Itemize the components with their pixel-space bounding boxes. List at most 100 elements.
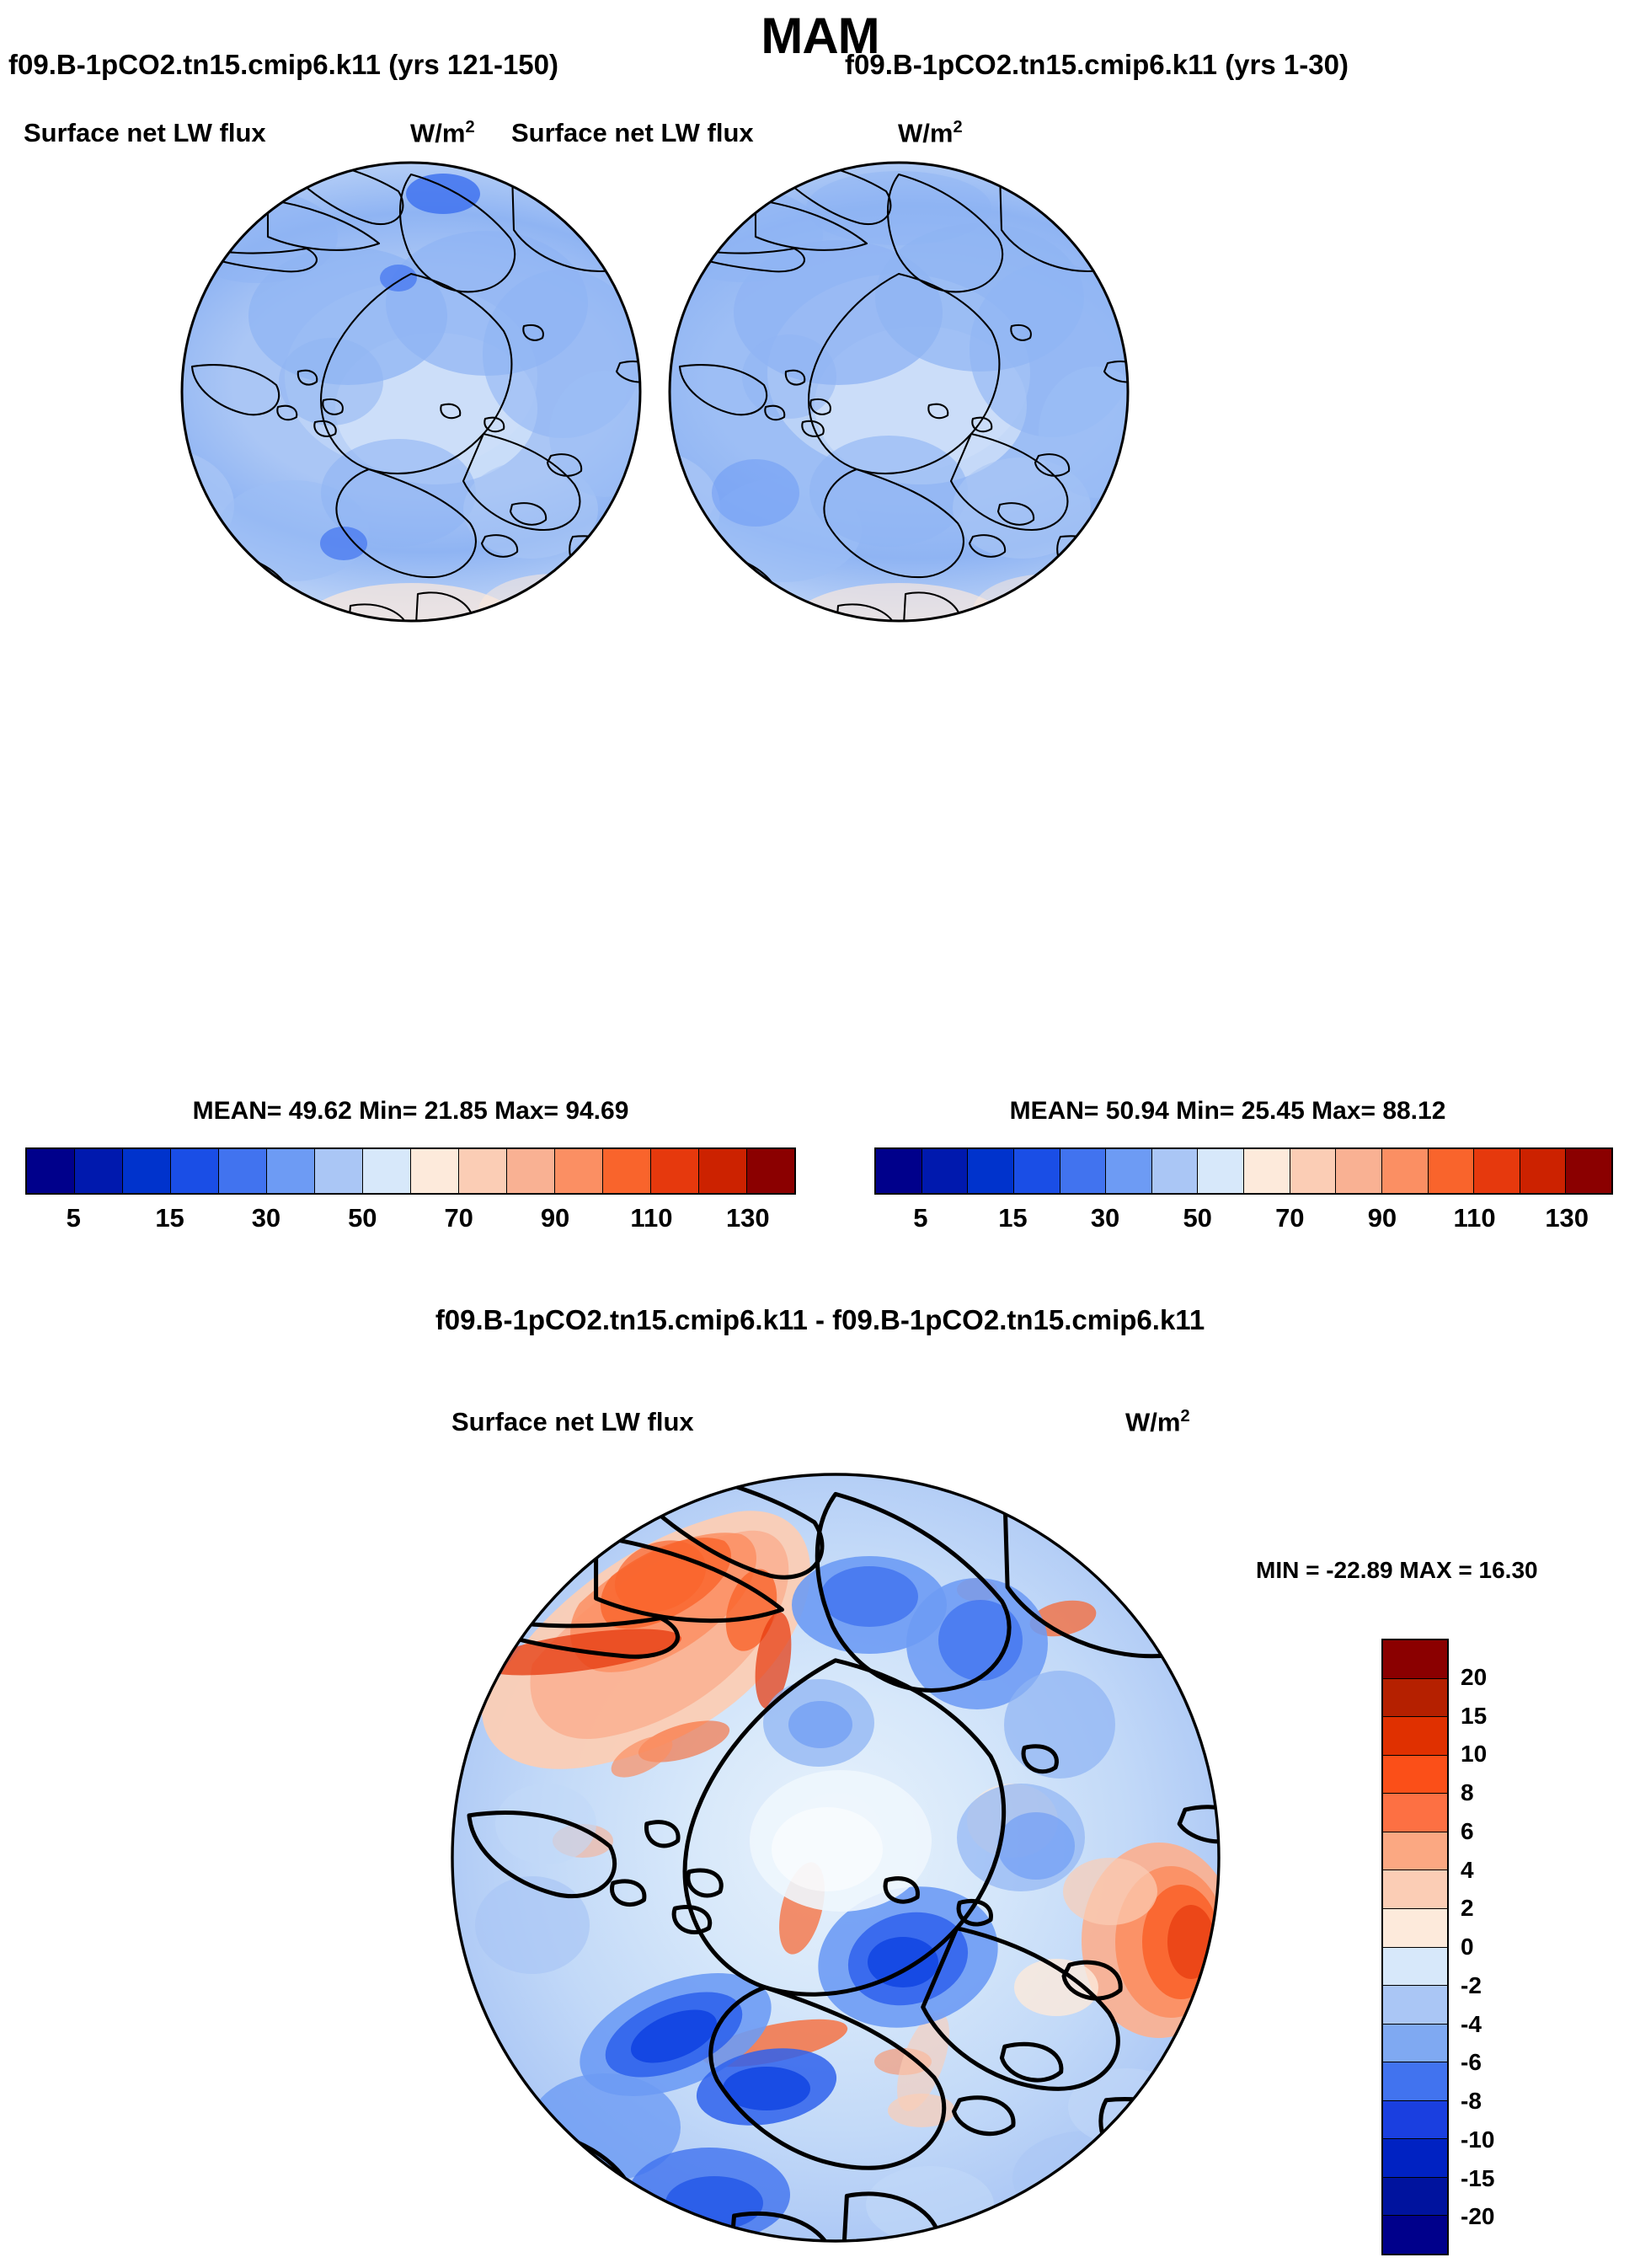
diff-colorbar-swatch bbox=[1383, 1870, 1447, 1909]
diff-colorbar-swatch bbox=[1383, 2100, 1447, 2140]
right-colorbar-swatch bbox=[1244, 1149, 1290, 1193]
diff-colorbar-tick-label: -2 bbox=[1461, 1971, 1482, 1998]
diff-colorbar-tick-label: 2 bbox=[1461, 1895, 1474, 1922]
diff-colorbar-tick-label: 20 bbox=[1461, 1663, 1488, 1690]
left-colorbar-swatch bbox=[459, 1149, 507, 1193]
left-colorbar-swatch bbox=[651, 1149, 699, 1193]
left-colorbar-swatch bbox=[507, 1149, 555, 1193]
diff-colorbar-ticks: 20 15 10 8 6 4 2 0 -2 -4 -6 -8 -10 -15 -20 bbox=[1461, 1639, 1562, 2255]
diff-colorbar-swatch bbox=[1383, 1986, 1447, 2025]
left-colorbar-tick-label: 30 bbox=[251, 1203, 281, 1233]
right-panel-stats: MEAN= 50.94 Min= 25.45 Max= 88.12 bbox=[1009, 1097, 1446, 1125]
diff-colorbar-swatch bbox=[1383, 1832, 1447, 1871]
left-colorbar-swatch bbox=[315, 1149, 363, 1193]
left-panel-case-title: f09.B-1pCO2.tn15.cmip6.k11 (yrs 121-150) bbox=[8, 49, 558, 80]
diff-colorbar[interactable] bbox=[1381, 1639, 1449, 2255]
left-colorbar-swatch bbox=[411, 1149, 459, 1193]
diff-colorbar-tick-label: 10 bbox=[1461, 1741, 1488, 1768]
diff-map-panel[interactable] bbox=[431, 1453, 1240, 2262]
right-colorbar-swatch bbox=[1106, 1149, 1152, 1193]
right-colorbar-swatch bbox=[1013, 1149, 1060, 1193]
right-colorbar-swatch bbox=[1381, 1149, 1429, 1193]
diff-colorbar-cells bbox=[1381, 1639, 1449, 2255]
left-colorbar-tick-label: 110 bbox=[630, 1203, 673, 1233]
diff-colorbar-tick-label: -4 bbox=[1461, 2010, 1482, 2037]
right-colorbar-tick-label: 130 bbox=[1545, 1203, 1589, 1233]
right-colorbar-swatch bbox=[1428, 1149, 1475, 1193]
left-colorbar-swatch bbox=[27, 1149, 75, 1193]
left-colorbar-tick-label: 50 bbox=[348, 1203, 377, 1233]
diff-panel-variable-label: Surface net LW flux bbox=[451, 1407, 694, 1436]
diff-colorbar-swatch bbox=[1383, 1755, 1447, 1795]
left-colorbar-tick-label: 130 bbox=[725, 1203, 770, 1233]
left-colorbar-swatch bbox=[123, 1149, 171, 1193]
right-colorbar-swatch bbox=[1060, 1149, 1107, 1193]
left-colorbar-swatch bbox=[219, 1149, 267, 1193]
left-colorbar-swatch bbox=[555, 1149, 603, 1193]
diff-colorbar-swatch bbox=[1383, 2216, 1447, 2254]
left-colorbar-tick-label: 5 bbox=[66, 1203, 81, 1233]
left-colorbar-swatch bbox=[747, 1149, 794, 1193]
right-colorbar-swatch bbox=[1151, 1149, 1199, 1193]
diff-colorbar-swatch bbox=[1383, 1678, 1447, 1718]
left-colorbar-swatch bbox=[171, 1149, 219, 1193]
right-colorbar-tick-label: 70 bbox=[1275, 1203, 1305, 1233]
diff-colorbar-swatch bbox=[1383, 2177, 1447, 2217]
right-colorbar-tick-label: 15 bbox=[998, 1203, 1028, 1233]
right-colorbar-swatch bbox=[968, 1149, 1014, 1193]
diff-colorbar-tick-label: -6 bbox=[1461, 2049, 1482, 2076]
right-units-exponent: 2 bbox=[953, 118, 963, 136]
figure-season-title: MAM bbox=[761, 8, 879, 64]
right-colorbar-swatch bbox=[1474, 1149, 1520, 1193]
right-colorbar-tick-label: 50 bbox=[1183, 1203, 1212, 1233]
diff-colorbar-tick-label: -20 bbox=[1461, 2203, 1495, 2230]
right-colorbar-swatch bbox=[1290, 1149, 1337, 1193]
left-colorbar-tick-label: 90 bbox=[540, 1203, 570, 1233]
right-colorbar-swatch bbox=[1566, 1149, 1611, 1193]
diff-panel-minmax: MIN = -22.89 MAX = 16.30 bbox=[1256, 1557, 1538, 1583]
diff-colorbar-tick-label: -15 bbox=[1461, 2164, 1495, 2191]
right-colorbar-tick-label: 5 bbox=[913, 1203, 928, 1233]
right-colorbar-cells bbox=[874, 1147, 1613, 1195]
diff-colorbar-tick-label: 4 bbox=[1461, 1856, 1474, 1883]
left-colorbar-tick-label: 15 bbox=[155, 1203, 184, 1233]
right-colorbar-tick-label: 90 bbox=[1367, 1203, 1397, 1233]
diff-panel-units-label: W/m2 bbox=[1125, 1407, 1190, 1437]
left-panel-stats: MEAN= 49.62 Min= 21.85 Max= 94.69 bbox=[192, 1097, 629, 1125]
diff-colorbar-tick-label: 8 bbox=[1461, 1779, 1474, 1805]
left-colorbar[interactable] bbox=[25, 1147, 796, 1195]
left-colorbar-tick-label: 70 bbox=[444, 1203, 473, 1233]
right-colorbar-tick-label: 30 bbox=[1090, 1203, 1120, 1233]
left-map-panel[interactable] bbox=[15, 156, 807, 628]
right-panel-variable-label: Surface net LW flux bbox=[511, 118, 754, 147]
right-colorbar[interactable] bbox=[874, 1147, 1613, 1195]
diff-colorbar-tick-label: -10 bbox=[1461, 2126, 1495, 2153]
diff-colorbar-swatch bbox=[1383, 2024, 1447, 2063]
diff-colorbar-swatch bbox=[1383, 1908, 1447, 1948]
left-units-text: W/m bbox=[410, 118, 466, 148]
left-units-exponent: 2 bbox=[465, 118, 475, 136]
left-colorbar-swatch bbox=[603, 1149, 651, 1193]
left-colorbar-cells bbox=[25, 1147, 796, 1195]
diff-colorbar-swatch bbox=[1383, 1794, 1447, 1832]
left-panel-variable-label: Surface net LW flux bbox=[24, 118, 266, 147]
left-colorbar-swatch bbox=[267, 1149, 315, 1193]
diff-colorbar-tick-label: -8 bbox=[1461, 2088, 1482, 2114]
diff-colorbar-tick-label: 6 bbox=[1461, 1817, 1474, 1844]
right-colorbar-swatch bbox=[876, 1149, 922, 1193]
right-map-panel[interactable] bbox=[503, 156, 1295, 628]
right-colorbar-swatch bbox=[1198, 1149, 1244, 1193]
left-colorbar-swatch bbox=[363, 1149, 411, 1193]
right-panel-units-label: W/m2 bbox=[898, 118, 963, 148]
right-colorbar-swatch bbox=[921, 1149, 969, 1193]
right-colorbar-swatch bbox=[1520, 1149, 1567, 1193]
left-colorbar-swatch bbox=[699, 1149, 747, 1193]
diff-colorbar-swatch bbox=[1383, 1717, 1447, 1756]
diff-colorbar-swatch bbox=[1383, 1640, 1447, 1679]
right-colorbar-tick-label: 110 bbox=[1453, 1203, 1496, 1233]
right-colorbar-ticks: 5 15 30 50 70 90 110 130 bbox=[874, 1203, 1613, 1244]
diff-colorbar-swatch bbox=[1383, 2139, 1447, 2178]
left-panel-units-label: W/m2 bbox=[410, 118, 475, 148]
difference-panel-title: f09.B-1pCO2.tn15.cmip6.k11 - f09.B-1pCO2… bbox=[435, 1304, 1205, 1335]
diff-units-text: W/m bbox=[1125, 1407, 1181, 1437]
